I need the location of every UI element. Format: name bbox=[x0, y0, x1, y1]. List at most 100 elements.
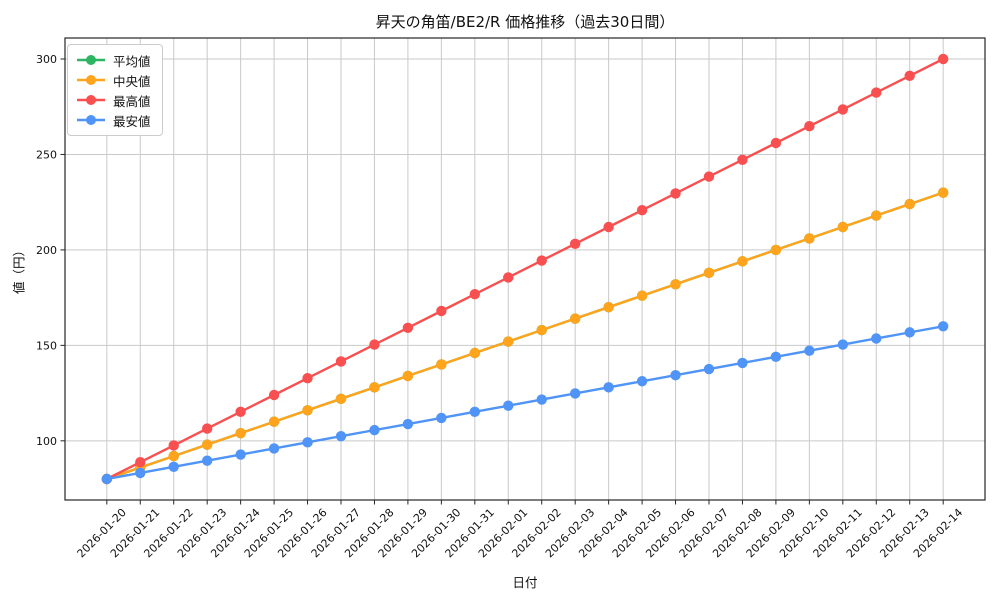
data-point-min bbox=[603, 382, 614, 393]
legend-item-max: 最高値 bbox=[76, 91, 151, 109]
legend-marker-max bbox=[77, 95, 105, 105]
data-point-max bbox=[703, 171, 715, 182]
legend: 平均値中央値最高値最安値 bbox=[67, 44, 163, 136]
legend-marker-min bbox=[77, 115, 105, 125]
data-point-median bbox=[168, 450, 179, 462]
data-point-median bbox=[536, 324, 547, 336]
data-point-median bbox=[937, 187, 949, 198]
data-point-max bbox=[670, 188, 681, 199]
legend-label: 中央値 bbox=[113, 73, 151, 89]
data-point-max bbox=[503, 272, 514, 283]
data-point-min bbox=[369, 424, 380, 436]
data-point-min bbox=[135, 467, 146, 479]
data-point-max bbox=[201, 423, 213, 434]
data-point-median bbox=[603, 301, 614, 313]
data-point-min bbox=[837, 339, 849, 350]
data-point-min bbox=[101, 473, 113, 485]
data-point-max bbox=[436, 305, 447, 317]
data-point-median bbox=[703, 267, 715, 279]
series-line-max bbox=[105, 57, 945, 481]
data-point-min bbox=[536, 394, 547, 405]
data-point-max bbox=[235, 406, 246, 417]
data-point-median bbox=[201, 439, 213, 450]
data-point-median bbox=[636, 290, 648, 301]
data-point-max bbox=[737, 154, 748, 165]
data-point-median bbox=[871, 210, 882, 221]
data-point-median bbox=[469, 347, 481, 359]
data-point-min bbox=[703, 363, 715, 375]
plot-border bbox=[64, 37, 986, 501]
data-point-median bbox=[369, 382, 380, 393]
data-point-min bbox=[904, 327, 915, 338]
data-point-median bbox=[335, 393, 347, 405]
chart-title: 昇天の角笛/BE2/R 価格推移（過去30日間） bbox=[375, 13, 675, 31]
data-point-median bbox=[569, 313, 581, 324]
data-point-median bbox=[402, 370, 414, 382]
data-point-min bbox=[335, 431, 347, 442]
data-point-median bbox=[503, 336, 514, 347]
data-point-max bbox=[636, 205, 648, 216]
data-point-median bbox=[804, 233, 815, 244]
data-point-min bbox=[302, 437, 313, 448]
legend-label: 最高値 bbox=[113, 93, 151, 109]
legend-item-mean: 平均値 bbox=[76, 51, 151, 69]
data-point-min bbox=[201, 455, 213, 466]
data-point-median bbox=[235, 427, 246, 439]
data-point-min bbox=[804, 345, 815, 356]
y-tick-label: 150 bbox=[36, 339, 57, 352]
data-point-median bbox=[737, 256, 748, 267]
data-point-max bbox=[168, 440, 179, 451]
y-tick-label: 100 bbox=[36, 435, 57, 448]
series-line-median bbox=[105, 191, 945, 481]
y-tick-label: 200 bbox=[36, 244, 57, 257]
data-point-max bbox=[569, 238, 581, 249]
data-point-max bbox=[302, 373, 313, 384]
data-point-max bbox=[837, 104, 849, 115]
data-point-max bbox=[268, 389, 280, 401]
data-point-max bbox=[402, 322, 414, 333]
legend-dot bbox=[86, 55, 96, 65]
data-point-min bbox=[737, 357, 748, 369]
data-point-min bbox=[636, 376, 648, 387]
data-point-median bbox=[436, 359, 447, 370]
legend-label: 平均値 bbox=[113, 53, 151, 69]
data-point-min bbox=[235, 449, 246, 460]
data-point-median bbox=[904, 198, 915, 210]
series-line-min bbox=[105, 325, 945, 481]
data-point-min bbox=[503, 400, 514, 411]
legend-dot bbox=[86, 75, 96, 85]
data-point-min bbox=[168, 461, 179, 472]
data-point-median bbox=[670, 279, 681, 290]
data-point-min bbox=[871, 333, 882, 344]
data-point-min bbox=[770, 351, 782, 363]
data-point-max bbox=[937, 53, 949, 65]
y-tick-label: 250 bbox=[36, 148, 57, 161]
data-point-max bbox=[135, 457, 146, 468]
data-point-min bbox=[469, 406, 481, 417]
legend-marker-median bbox=[77, 75, 105, 85]
data-point-max bbox=[804, 121, 815, 132]
data-point-max bbox=[871, 87, 882, 98]
data-point-max bbox=[469, 289, 481, 300]
x-axis-label: 日付 bbox=[512, 575, 538, 590]
legend-label: 最安値 bbox=[113, 113, 151, 129]
data-point-min bbox=[569, 388, 581, 399]
data-point-median bbox=[268, 416, 280, 427]
data-point-min bbox=[670, 369, 681, 381]
y-axis-label: 値（円） bbox=[11, 243, 27, 295]
legend-item-median: 中央値 bbox=[76, 71, 151, 89]
data-point-min bbox=[268, 443, 280, 454]
data-point-median bbox=[837, 221, 849, 233]
y-tick-label: 300 bbox=[36, 53, 57, 66]
legend-item-min: 最安値 bbox=[76, 111, 151, 129]
data-point-min bbox=[436, 412, 447, 424]
data-point-min bbox=[937, 321, 949, 332]
data-point-median bbox=[770, 244, 782, 256]
legend-marker-mean bbox=[77, 55, 105, 65]
data-point-median bbox=[302, 405, 313, 416]
data-point-max bbox=[335, 356, 347, 367]
data-point-max bbox=[904, 70, 915, 82]
data-point-max bbox=[770, 137, 782, 149]
